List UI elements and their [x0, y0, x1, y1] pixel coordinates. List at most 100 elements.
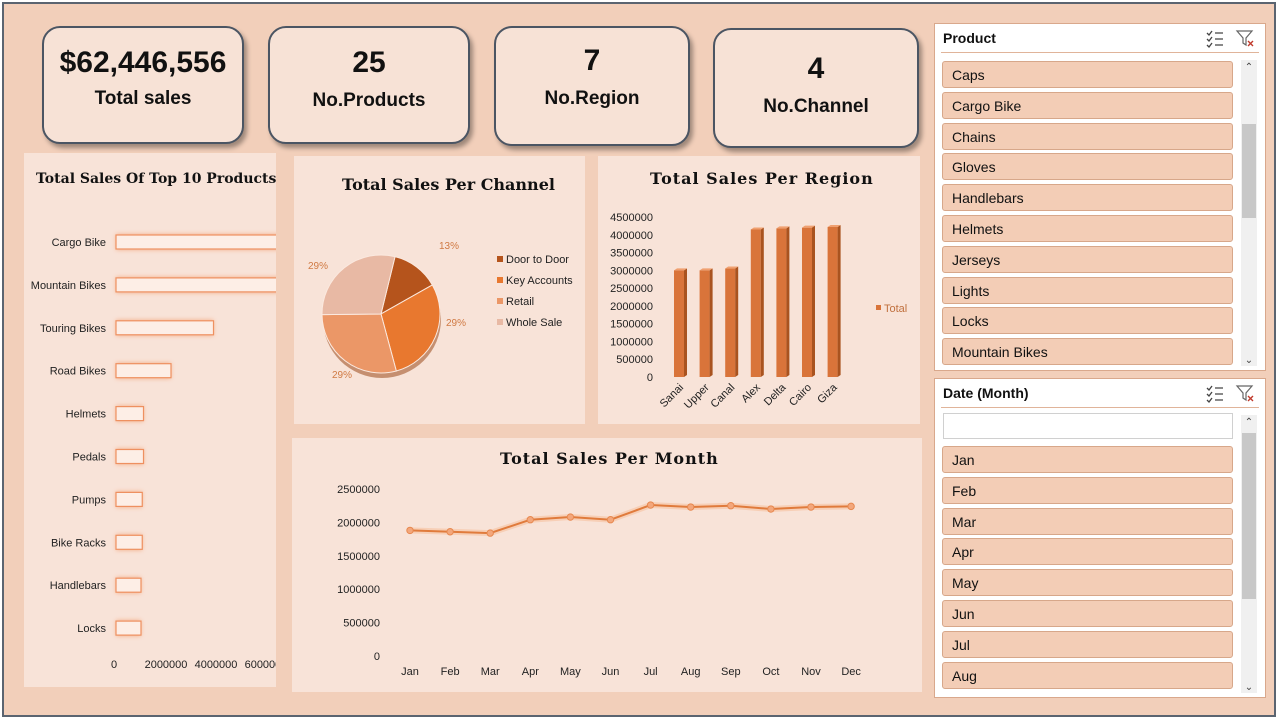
region-bar: [827, 226, 838, 377]
x-tick-label: Cairo: [787, 382, 814, 409]
product-bar: [115, 577, 142, 593]
slicer-divider: [941, 52, 1259, 53]
legend-swatch: [497, 277, 503, 283]
data-point: [406, 526, 414, 535]
region-bar-top: [725, 266, 739, 269]
region-bar-top: [674, 268, 687, 271]
channel-pie-chart: Total Sales Per Channel 13% 29% 29% 29% Door…: [294, 156, 585, 424]
scroll-up-icon[interactable]: ⌃: [1244, 62, 1254, 73]
kpi-value: $62,446,556: [59, 46, 227, 79]
kpi-label: No.Channel: [763, 96, 869, 117]
y-tick-label: 1000000: [610, 336, 653, 348]
y-tick-label: 3500000: [610, 248, 653, 260]
scroll-thumb[interactable]: [1242, 124, 1256, 218]
region-bar: [776, 228, 787, 377]
slicer-item[interactable]: Caps: [942, 61, 1233, 88]
products-bar-svg: Cargo Bike Mountain Bikes Touring Bikes Roa…: [31, 234, 276, 671]
x-tick-label: Mar: [481, 666, 500, 678]
y-tick-label: 4000000: [610, 230, 653, 242]
x-tick-label: May: [560, 666, 581, 678]
region-bar-chart: Total Sales Per Region 0 500000 1000000 150…: [598, 156, 920, 424]
category-label: Road Bikes: [50, 366, 107, 378]
data-point: [687, 503, 695, 511]
slicer-item[interactable]: Jan: [942, 446, 1233, 473]
scrollbar[interactable]: ⌃ ⌄: [1241, 60, 1257, 366]
y-tick-label: 1000000: [337, 584, 380, 596]
kpi-value: 4: [807, 52, 825, 85]
slice-label: 29%: [332, 370, 352, 381]
slicer-item[interactable]: Mountain Bikes: [942, 338, 1233, 366]
region-bar: [750, 229, 761, 377]
slicer-item[interactable]: Jun: [942, 600, 1233, 627]
slicer-item[interactable]: Feb: [942, 476, 1233, 504]
category-label: Pumps: [72, 494, 107, 506]
scrollbar[interactable]: ⌃ ⌄: [1241, 415, 1257, 693]
product-bar: [115, 406, 145, 422]
kpi-channels: 4 No.Channel: [713, 28, 919, 148]
product-bar: [115, 620, 142, 636]
legend-label: Total: [884, 303, 907, 315]
slicer-item[interactable]: Cargo Bike: [942, 91, 1233, 119]
product-bar: [115, 277, 276, 293]
slicer-item[interactable]: Helmets: [942, 215, 1233, 242]
x-tick-label: Jan: [401, 666, 419, 678]
scroll-up-icon[interactable]: ⌃: [1244, 417, 1254, 428]
y-tick-label: 500000: [616, 354, 653, 366]
data-point: [606, 516, 615, 524]
slicer-title: Product: [943, 30, 996, 46]
x-tick-label: Feb: [441, 666, 460, 678]
scroll-down-icon[interactable]: ⌄: [1244, 682, 1254, 693]
multi-select-icon[interactable]: [1205, 28, 1225, 48]
chart-title: Total Sales Per Month: [500, 449, 719, 468]
slicer-item[interactable]: Locks: [942, 307, 1233, 335]
product-bar: [115, 234, 276, 250]
product-bar: [115, 448, 145, 465]
slicer-item[interactable]: May: [942, 569, 1233, 597]
legend-label: Door to Door: [506, 254, 569, 266]
slicer-item[interactable]: Gloves: [942, 153, 1233, 181]
slicer-item[interactable]: Lights: [942, 276, 1233, 304]
product-bar: [115, 491, 143, 507]
month-search-input[interactable]: [943, 413, 1233, 439]
scroll-down-icon[interactable]: ⌄: [1244, 355, 1254, 366]
pie-svg: 13% 29% 29% 29% Door to Door Key Accounts Reta…: [308, 241, 573, 381]
x-tick-label: 4000000: [195, 659, 238, 671]
legend-label: Whole Sale: [506, 317, 562, 329]
category-label: Pedals: [72, 452, 106, 464]
x-tick-label: Aug: [681, 666, 701, 678]
y-tick-label: 0: [647, 372, 653, 384]
scroll-thumb[interactable]: [1242, 433, 1256, 599]
slicer-item[interactable]: Apr: [942, 538, 1233, 566]
clear-filter-icon[interactable]: [1235, 383, 1255, 403]
kpi-value: 25: [352, 46, 386, 79]
slice-label: 29%: [308, 261, 328, 272]
legend-swatch: [497, 319, 503, 325]
legend-swatch: [497, 256, 503, 262]
slicer-item[interactable]: Chains: [942, 122, 1233, 150]
slicer-item[interactable]: Jerseys: [942, 245, 1233, 273]
slicer-title: Date (Month): [943, 385, 1029, 401]
clear-filter-icon[interactable]: [1235, 28, 1255, 48]
category-label: Cargo Bike: [52, 237, 106, 249]
x-tick-label: 0: [111, 659, 117, 671]
y-tick-label: 0: [374, 651, 380, 663]
region-bar-top: [827, 224, 841, 227]
x-tick-label: Canal: [709, 382, 738, 411]
data-point: [727, 502, 735, 510]
region-bar-side: [760, 227, 764, 377]
multi-select-icon[interactable]: [1205, 383, 1225, 403]
region-bar-side: [684, 268, 687, 377]
legend-label: Key Accounts: [506, 275, 573, 287]
slicer-item[interactable]: Handlebars: [942, 184, 1233, 212]
region-bar-side: [812, 225, 815, 377]
product-bar: [115, 363, 172, 379]
kpi-value: 7: [583, 44, 601, 77]
y-tick-label: 2000000: [337, 517, 380, 529]
x-tick-label: Giza: [815, 381, 840, 406]
slicer-item[interactable]: Jul: [942, 630, 1233, 658]
slicer-item[interactable]: Mar: [942, 507, 1233, 535]
data-point: [767, 505, 775, 513]
kpi-label: No.Region: [544, 88, 640, 109]
slicer-item[interactable]: Aug: [942, 661, 1233, 689]
